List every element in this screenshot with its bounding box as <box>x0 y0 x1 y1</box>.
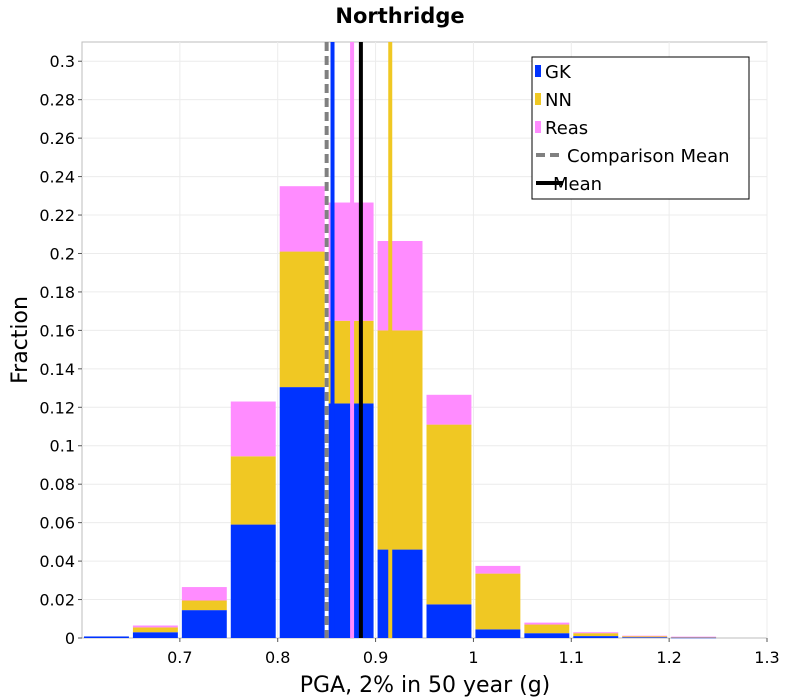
x-axis-title: PGA, 2% in 50 year (g) <box>300 673 551 698</box>
bar-gk-1.025 <box>475 629 521 638</box>
bar-reas-1.025 <box>475 565 521 574</box>
x-tick-label: 1.1 <box>559 648 584 667</box>
bar-gk-1.175 <box>622 637 668 638</box>
y-tick-label: 0.2 <box>50 244 75 263</box>
y-tick-label: 0.06 <box>39 514 75 533</box>
bar-nn-0.675 <box>132 627 178 633</box>
y-tick-label: 0 <box>65 629 75 648</box>
bar-reas-0.975 <box>426 394 472 425</box>
bar-nn-0.775 <box>230 456 276 525</box>
bar-gk-1.225 <box>671 637 717 639</box>
legend-swatch-reas <box>535 121 541 133</box>
bar-gk-0.725 <box>181 610 227 638</box>
x-tick-label: 1 <box>468 648 478 667</box>
y-tick-label: 0.28 <box>39 91 75 110</box>
x-tick-label: 0.7 <box>167 648 192 667</box>
x-tick-label: 1.2 <box>656 648 681 667</box>
bar-nn-0.975 <box>426 424 472 605</box>
y-tick-label: 0.22 <box>39 206 75 225</box>
bar-nn-1.125 <box>573 633 619 637</box>
bar-gk-0.675 <box>132 632 178 638</box>
legend: GK NN Reas Comparison Mean Mean <box>531 56 750 200</box>
bar-reas-0.675 <box>132 625 178 628</box>
bar-reas-0.725 <box>181 587 227 601</box>
x-tick-label: 1.3 <box>754 648 779 667</box>
bar-gk-1.125 <box>573 636 619 638</box>
mean-lines <box>324 42 393 638</box>
bar-reas-1.225 <box>671 636 717 638</box>
bar-nn-1.075 <box>524 624 570 634</box>
x-tick-label: 0.8 <box>265 648 290 667</box>
legend-box <box>531 56 750 200</box>
legend-label-comparison-mean: Comparison Mean <box>567 146 730 167</box>
legend-swatch-gk <box>535 65 541 77</box>
y-tick-label: 0.08 <box>39 475 75 494</box>
bar-gk-0.625 <box>84 636 129 638</box>
bar-gk-0.975 <box>426 604 472 638</box>
y-axis-title: Fraction <box>8 296 33 384</box>
bar-reas-0.775 <box>230 401 276 457</box>
y-tick-label: 0.1 <box>50 437 75 456</box>
y-tick-label: 0.02 <box>39 591 75 610</box>
y-tick-label: 0.12 <box>39 398 75 417</box>
bar-nn-1.225 <box>671 637 717 638</box>
legend-label-gk: GK <box>545 62 572 83</box>
y-tick-label: 0.16 <box>39 321 75 340</box>
bar-nn-0.925 <box>377 330 423 550</box>
bar-gk-0.825 <box>279 387 325 638</box>
y-axis-ticks: 0 0.02 0.04 0.06 0.08 0.1 0.12 0.14 0.16 0.18 0.2 0… <box>39 52 82 648</box>
bar-reas-0.825 <box>279 186 325 252</box>
bar-gk-0.775 <box>230 524 276 638</box>
bar-nn-0.825 <box>279 251 325 388</box>
y-tick-label: 0.26 <box>39 129 75 148</box>
x-axis-ticks: 0.7 0.8 0.9 1 1.1 1.2 1.3 <box>167 638 780 667</box>
y-tick-label: 0.04 <box>39 552 75 571</box>
chart-title: Northridge <box>335 4 464 28</box>
bar-reas-1.175 <box>622 635 668 637</box>
y-tick-label: 0.14 <box>39 360 75 379</box>
bar-nn-0.725 <box>181 600 227 611</box>
y-tick-label: 0.24 <box>39 168 75 187</box>
bar-reas-1.125 <box>573 632 619 634</box>
y-tick-label: 0.18 <box>39 283 75 302</box>
legend-label-reas: Reas <box>545 118 588 139</box>
bar-nn-1.175 <box>622 636 668 638</box>
bars <box>84 186 717 639</box>
bar-gk-1.075 <box>524 633 570 638</box>
bar-gk-0.925 <box>377 549 423 638</box>
bar-reas-0.925 <box>377 240 423 331</box>
legend-label-mean: Mean <box>553 174 602 195</box>
bar-nn-1.025 <box>475 573 521 630</box>
legend-label-nn: NN <box>545 90 572 111</box>
y-tick-label: 0.3 <box>50 52 75 71</box>
bar-reas-1.075 <box>524 622 570 625</box>
x-tick-label: 0.9 <box>363 648 388 667</box>
legend-swatch-nn <box>535 93 541 105</box>
